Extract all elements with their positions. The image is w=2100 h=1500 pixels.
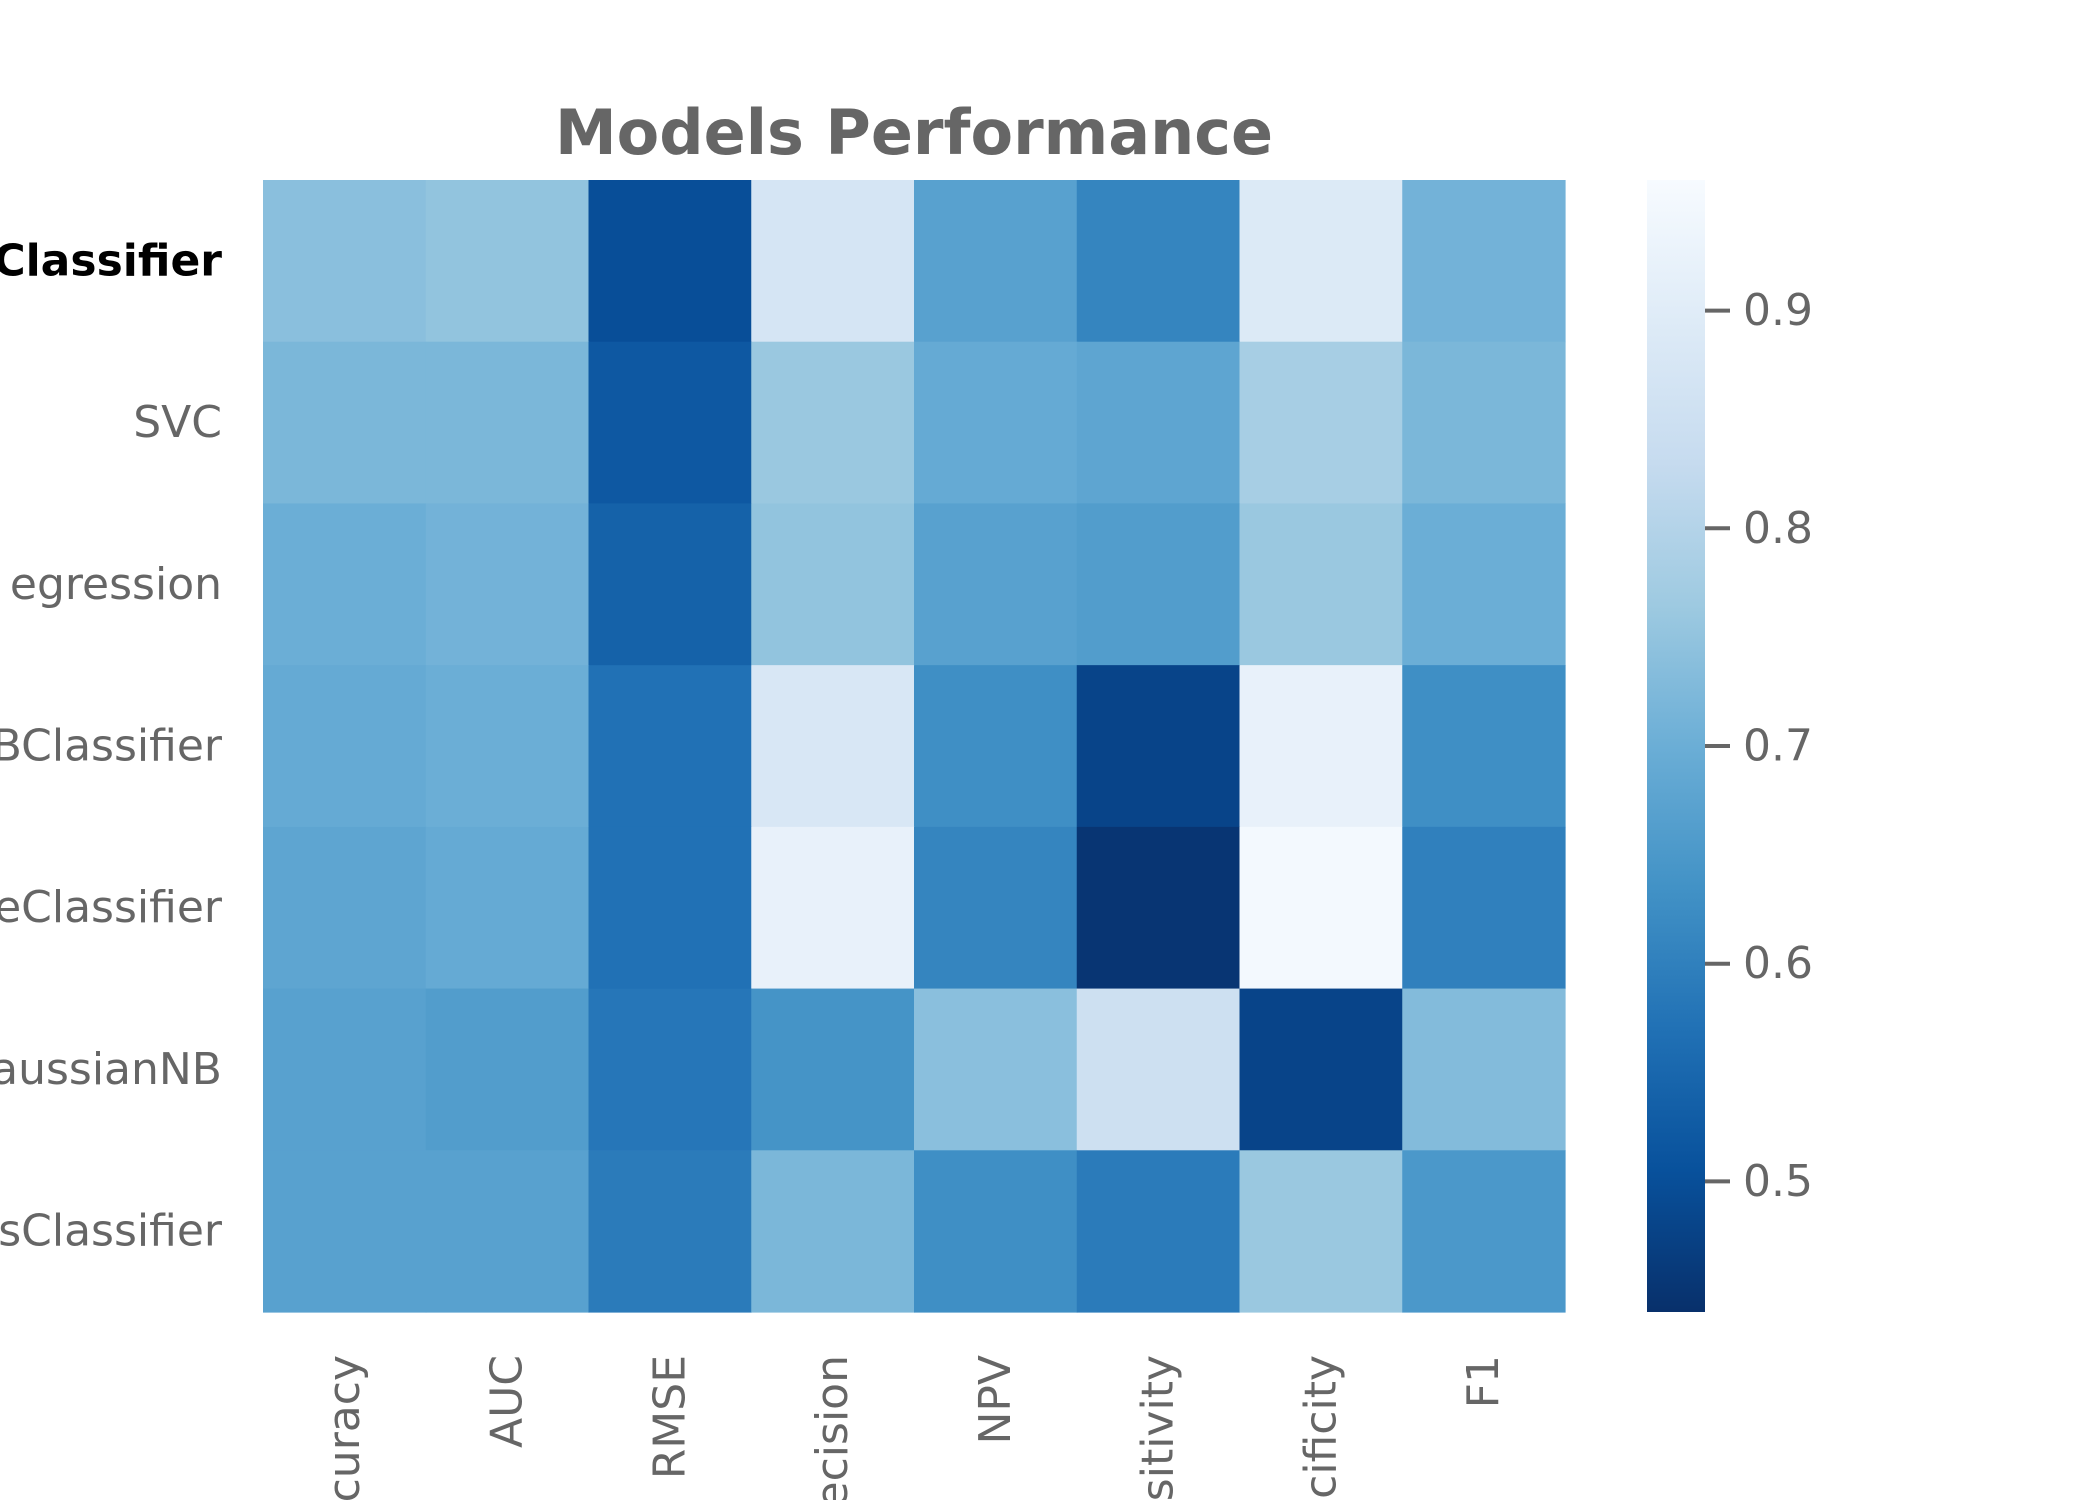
heatmap-cell — [1076, 826, 1241, 990]
heatmap-cell — [425, 988, 590, 1151]
column-labels: curacy AUC RMSE ecision NPV sitivity cificity F… — [319, 1355, 1509, 1500]
colorbar — [1647, 180, 1705, 1312]
heatmap-cell — [1402, 826, 1566, 990]
heatmap-cell — [263, 1150, 427, 1313]
heatmap-cell — [425, 341, 590, 505]
heatmap-cell — [914, 180, 1078, 343]
column-label: RMSE — [644, 1355, 695, 1479]
column-label: AUC — [482, 1355, 533, 1448]
row-label: egression — [10, 559, 222, 610]
heatmap-cell — [751, 180, 915, 343]
chart-title: Models Performance — [555, 96, 1273, 169]
heatmap-cell — [588, 503, 752, 666]
heatmap-cell — [1076, 180, 1241, 343]
heatmap-cell — [914, 1150, 1078, 1313]
heatmap-cell — [263, 503, 427, 666]
row-label: aussianNB — [0, 1044, 222, 1095]
row-label: sClassifier — [0, 1206, 223, 1257]
heatmap-cell — [425, 665, 590, 828]
heatmap-cell — [588, 1150, 752, 1313]
row-label: eClassifier — [0, 882, 223, 933]
heatmap-cell — [263, 826, 427, 990]
heatmap-cell — [263, 988, 427, 1151]
heatmap-cell — [751, 1150, 915, 1313]
column-label: ecision — [807, 1355, 858, 1500]
heatmap-cell — [1239, 503, 1403, 666]
heatmap-cell — [751, 665, 915, 828]
heatmap-cell — [263, 180, 427, 343]
colorbar-ticks: 0.5 0.6 0.7 0.8 0.9 — [1705, 285, 1813, 1207]
heatmap-cell — [751, 341, 915, 505]
heatmap-cell — [263, 341, 427, 505]
heatmap-cell — [1239, 665, 1403, 828]
heatmap-cells — [263, 180, 1566, 1313]
heatmap-cell — [1076, 988, 1241, 1151]
heatmap-cell — [263, 665, 427, 828]
row-labels: Classifier SVC egression BClassifier eClassi… — [0, 235, 223, 1256]
heatmap-cell — [425, 826, 590, 990]
column-label: cificity — [1295, 1355, 1346, 1499]
heatmap-cell — [751, 826, 915, 990]
column-label: F1 — [1458, 1355, 1509, 1408]
heatmap-cell — [588, 341, 752, 505]
heatmap-cell — [914, 665, 1078, 828]
column-label: NPV — [970, 1355, 1021, 1445]
heatmap-cell — [751, 988, 915, 1151]
heatmap-cell — [1076, 341, 1241, 505]
heatmap-cell — [1402, 180, 1566, 343]
heatmap-cell — [914, 341, 1078, 505]
heatmap-cell — [1402, 503, 1566, 666]
heatmap-cell — [1239, 341, 1403, 505]
heatmap-cell — [588, 665, 752, 828]
heatmap-cell — [1076, 503, 1241, 666]
colorbar-tick-label: 0.5 — [1743, 1156, 1813, 1207]
row-label: Classifier — [0, 235, 222, 286]
heatmap-cell — [751, 503, 915, 666]
heatmap-cell — [588, 180, 752, 343]
heatmap-cell — [1402, 988, 1566, 1151]
heatmap-cell — [914, 503, 1078, 666]
heatmap-cell — [588, 826, 752, 990]
row-label: BClassifier — [0, 721, 223, 772]
heatmap-cell — [1239, 826, 1403, 990]
heatmap-cell — [1239, 988, 1403, 1151]
column-label: sitivity — [1133, 1355, 1184, 1500]
heatmap-cell — [588, 988, 752, 1151]
heatmap-cell — [425, 503, 590, 666]
heatmap-cell — [1076, 665, 1241, 828]
colorbar-tick-label: 0.6 — [1743, 938, 1813, 989]
heatmap-cell — [1239, 1150, 1403, 1313]
column-label: curacy — [319, 1355, 370, 1500]
heatmap-cell — [425, 1150, 590, 1313]
heatmap-cell — [1076, 1150, 1241, 1313]
colorbar-tick-label: 0.8 — [1743, 503, 1813, 554]
heatmap-cell — [425, 180, 590, 343]
colorbar-tick-label: 0.9 — [1743, 285, 1813, 336]
heatmap-cell — [1402, 341, 1566, 505]
heatmap-cell — [1402, 665, 1566, 828]
row-label: SVC — [133, 397, 222, 448]
heatmap-cell — [1239, 180, 1403, 343]
heatmap-cell — [914, 988, 1078, 1151]
colorbar-tick-label: 0.7 — [1743, 721, 1813, 772]
heatmap-cell — [1402, 1150, 1566, 1313]
heatmap-cell — [914, 826, 1078, 990]
